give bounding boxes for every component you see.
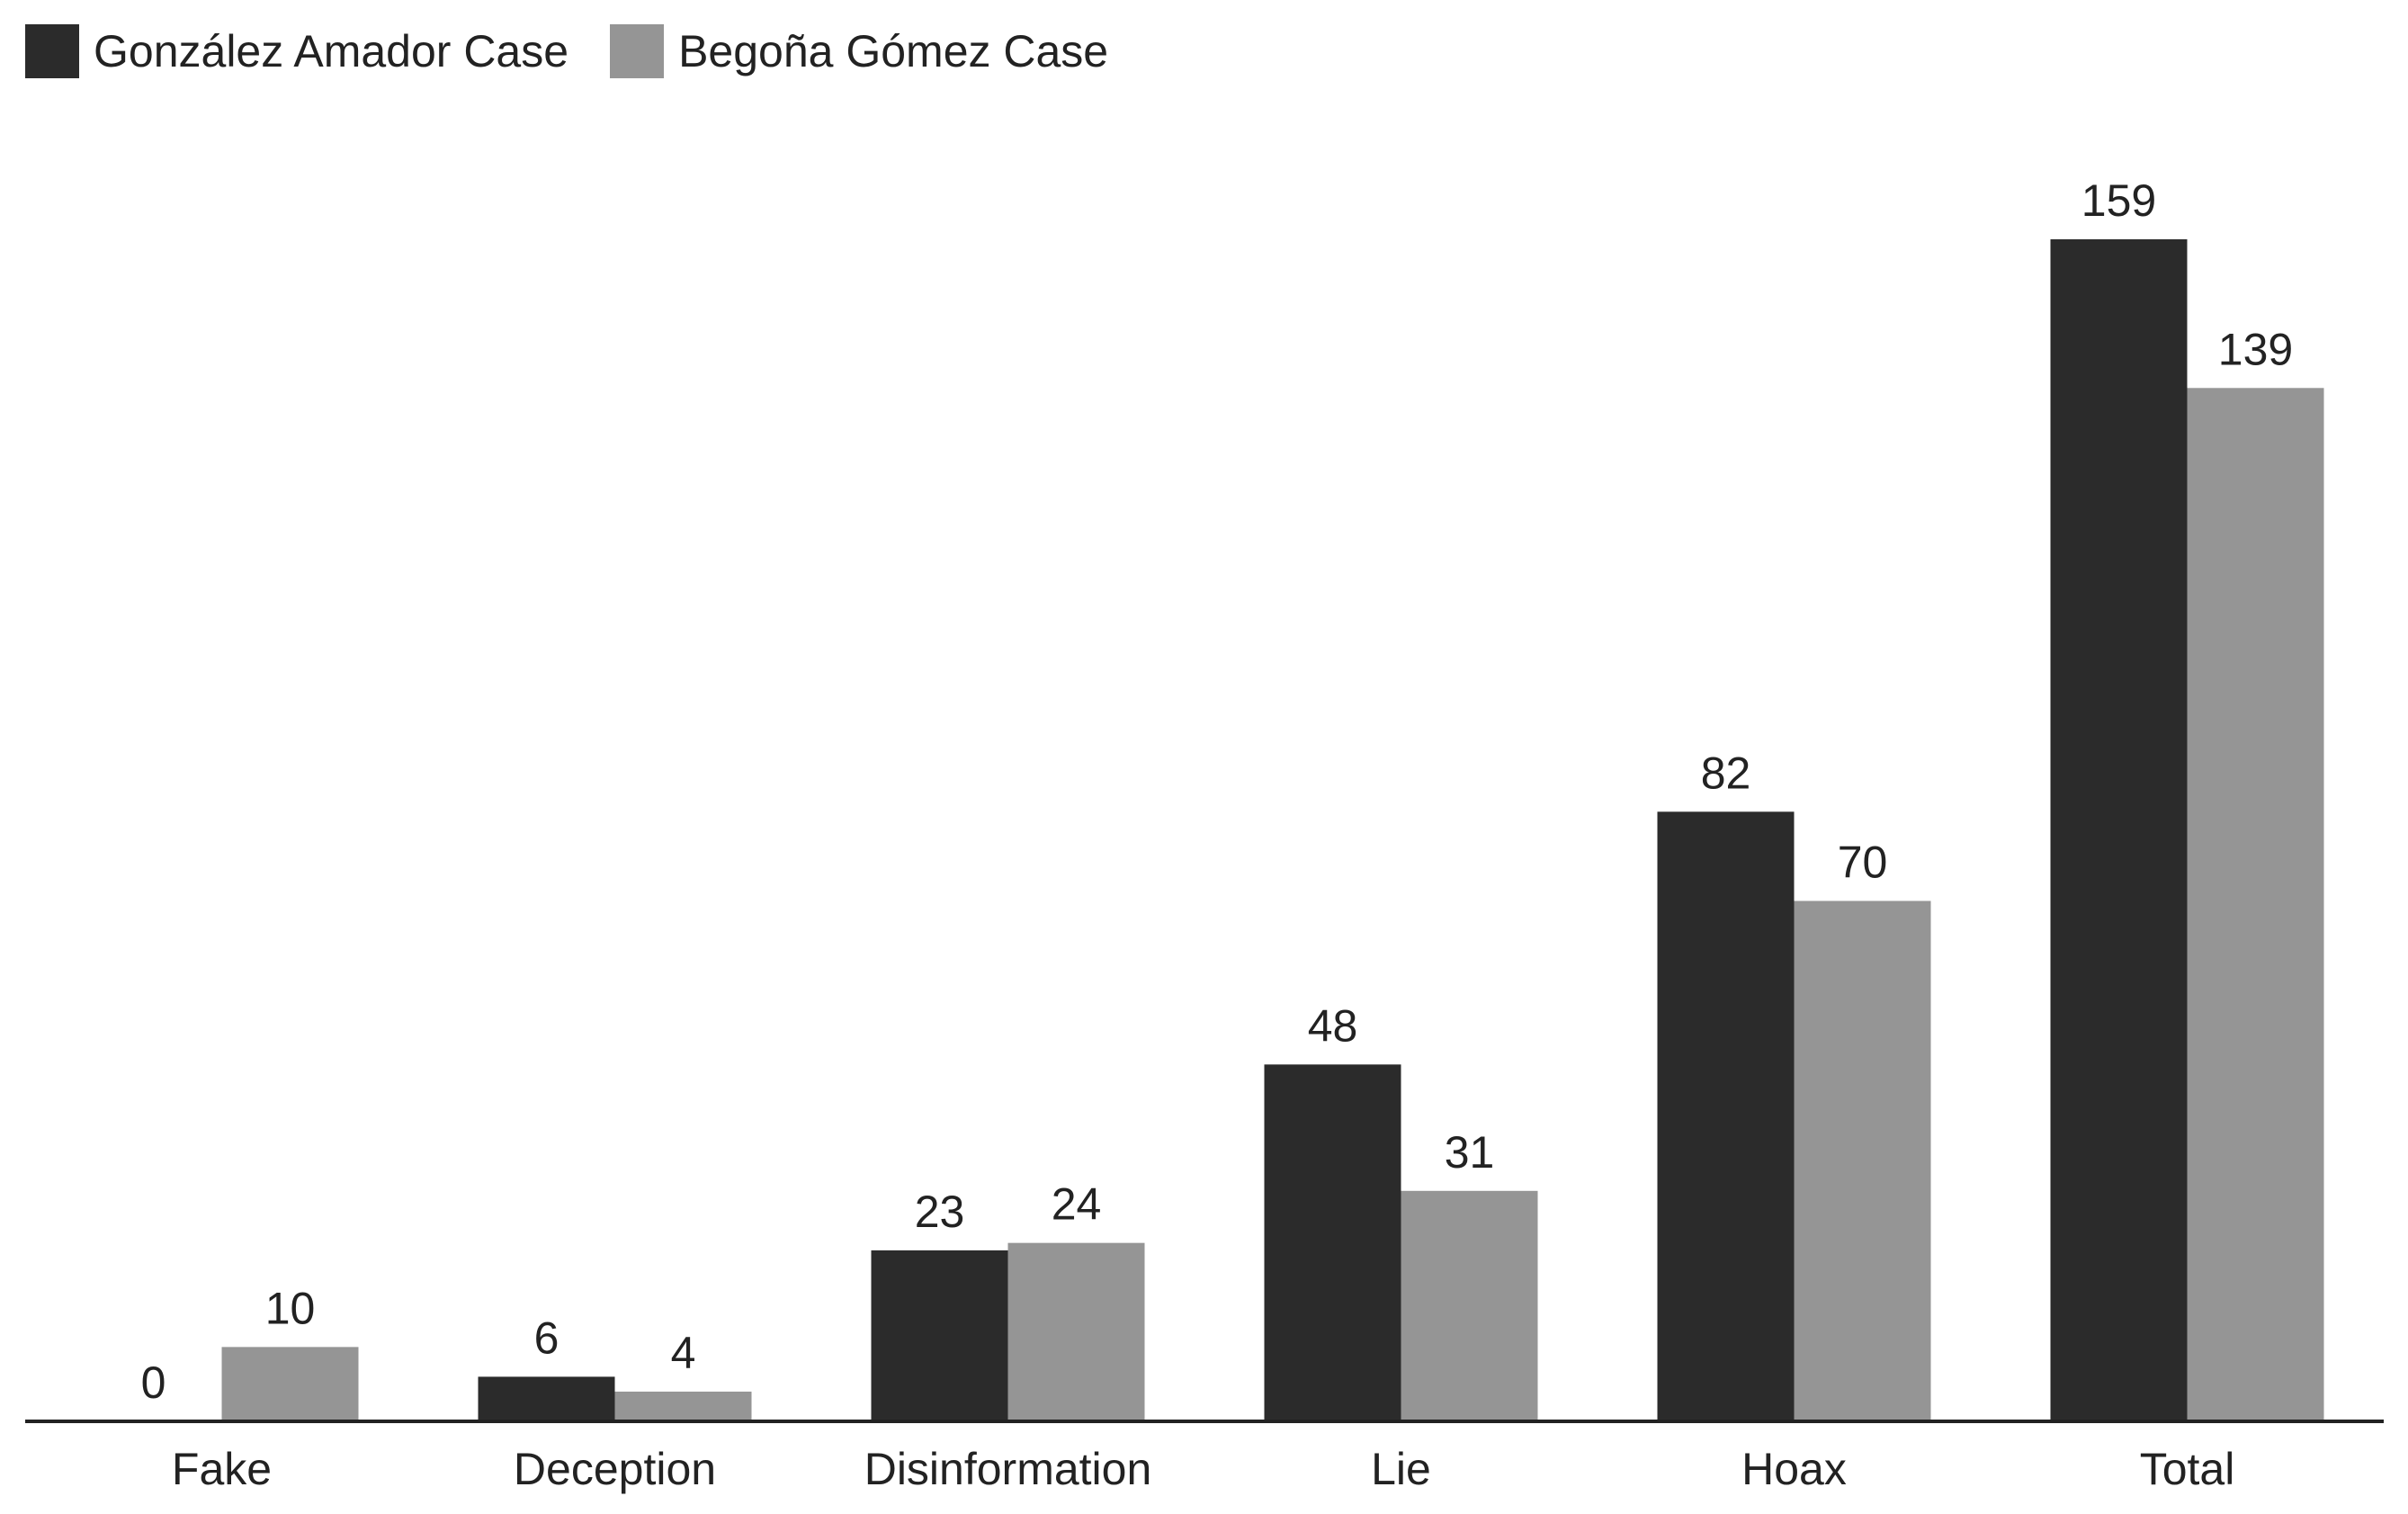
x-tick-label-total: Total	[2140, 1444, 2235, 1494]
legend-swatch-gonzalez-amador	[25, 24, 79, 78]
legend-swatch-begona-gomez	[610, 24, 665, 78]
data-label-deception-series-1: 4	[671, 1328, 696, 1378]
bar-hoax-series-0	[1657, 811, 1795, 1421]
legend-item-begona-gomez: Begoña Gómez Case	[610, 24, 1108, 78]
legend-label-begona-gomez: Begoña Gómez Case	[678, 26, 1109, 76]
data-label-fake-series-0: 0	[141, 1357, 166, 1408]
legend: González Amador Case Begoña Gómez Case	[25, 20, 1150, 83]
data-label-lie-series-0: 48	[1308, 1000, 1358, 1051]
bar-disinformation-series-1	[1007, 1242, 1145, 1421]
bar-disinformation-series-0	[871, 1250, 1008, 1421]
bar-deception-series-1	[614, 1391, 752, 1421]
legend-label-gonzalez-amador: González Amador Case	[94, 26, 569, 76]
data-label-disinformation-series-1: 24	[1052, 1179, 1102, 1230]
bar-lie-series-1	[1401, 1190, 1538, 1421]
data-label-hoax-series-0: 82	[1701, 748, 1751, 798]
data-label-deception-series-0: 6	[534, 1312, 559, 1363]
bar-total-series-0	[2050, 239, 2188, 1421]
bar-total-series-1	[2187, 388, 2324, 1422]
data-label-total-series-1: 139	[2218, 324, 2293, 374]
x-tick-label-hoax: Hoax	[1741, 1444, 1847, 1494]
bar-deception-series-0	[478, 1376, 615, 1421]
bar-fake-series-1	[221, 1347, 359, 1421]
data-label-hoax-series-1: 70	[1838, 838, 1888, 888]
bar-lie-series-0	[1264, 1064, 1401, 1421]
data-label-disinformation-series-0: 23	[915, 1187, 965, 1237]
data-label-total-series-0: 159	[2081, 175, 2156, 226]
x-tick-label-disinformation: Disinformation	[864, 1444, 1152, 1494]
data-label-lie-series-1: 31	[1445, 1127, 1495, 1178]
x-tick-label-fake: Fake	[172, 1444, 272, 1494]
legend-item-gonzalez-amador: González Amador Case	[25, 24, 568, 78]
bar-hoax-series-1	[1794, 900, 1931, 1421]
data-label-fake-series-1: 10	[265, 1283, 316, 1333]
x-tick-label-lie: Lie	[1371, 1444, 1431, 1494]
x-tick-label-deception: Deception	[514, 1444, 716, 1494]
